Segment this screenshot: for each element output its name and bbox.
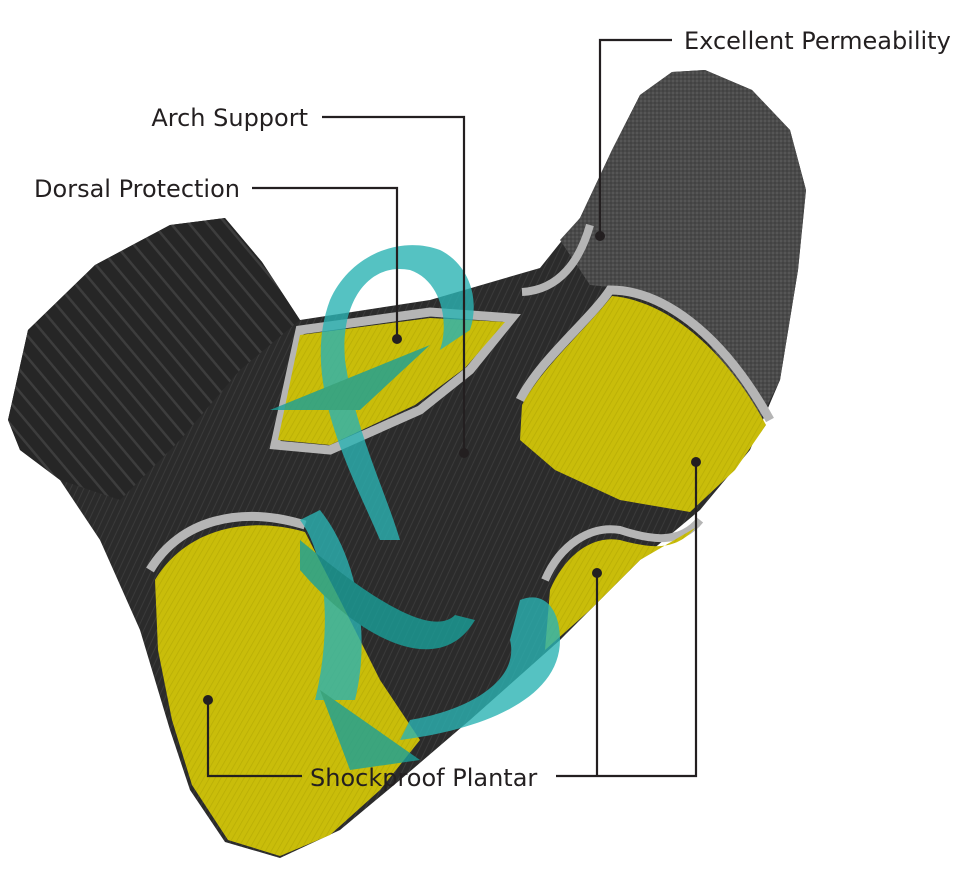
label-shockproof-plantar: Shockproof Plantar — [310, 764, 537, 792]
airflow-arrows-icon — [270, 245, 560, 770]
trim-heel — [146, 511, 307, 573]
leader-shockproof-left — [206, 700, 302, 778]
trim-midsole — [541, 517, 704, 582]
leader-excellent-permeability — [598, 38, 672, 233]
leader-dorsal-protection — [252, 186, 399, 337]
leader-lines — [206, 38, 698, 778]
trim-forefoot — [515, 285, 774, 423]
dot-dorsal-protection — [392, 334, 402, 344]
label-excellent-permeability: Excellent Permeability — [684, 27, 951, 55]
cushion-forefoot — [520, 296, 766, 512]
leader-shockproof-right — [556, 462, 698, 778]
dot-arch-support — [459, 448, 469, 458]
dot-shockproof-forefoot — [691, 457, 701, 467]
cushion-midsole — [545, 528, 695, 650]
sock-toe — [560, 70, 806, 420]
label-arch-support: Arch Support — [151, 104, 308, 132]
leader-arch-support — [322, 115, 466, 452]
callout-dots — [203, 231, 701, 705]
dot-shockproof-midsole — [592, 568, 602, 578]
label-dorsal-protection: Dorsal Protection — [34, 175, 240, 203]
dot-excellent-permeability — [595, 231, 605, 241]
dot-shockproof-heel — [203, 695, 213, 705]
trim-toe — [521, 223, 594, 296]
cushion-heel — [155, 525, 420, 856]
sock-cuff — [8, 218, 300, 500]
